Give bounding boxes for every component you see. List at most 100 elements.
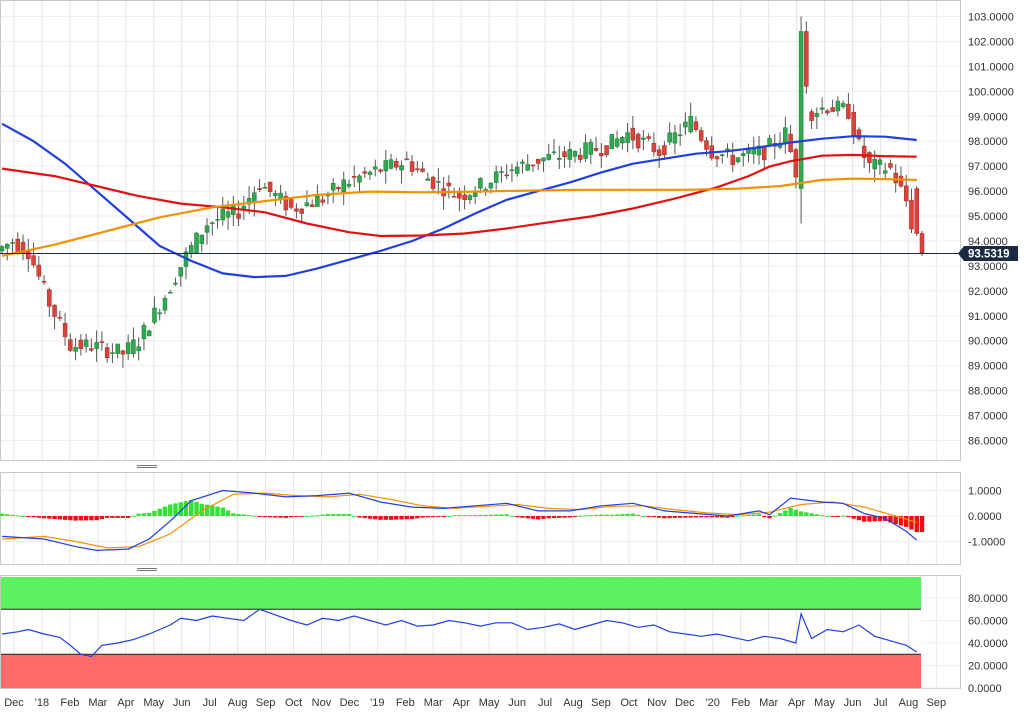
time-tick-label: '20: [706, 697, 720, 709]
histogram-bar: [856, 516, 862, 521]
histogram-bar: [515, 516, 520, 518]
oscillator-panel: 1.0000 0.0000 -1.0000: [0, 472, 1005, 565]
candle-body: [903, 185, 909, 202]
histogram-bar: [472, 514, 478, 516]
histogram-bar: [641, 516, 646, 517]
histogram-bar: [620, 514, 625, 516]
histogram-bar: [399, 516, 404, 520]
candle-body: [299, 208, 304, 214]
histogram-bar: [199, 503, 204, 516]
rsi-tick-label: 60.0000: [968, 616, 1008, 628]
candle-body: [120, 350, 126, 355]
histogram-bar: [10, 514, 15, 516]
candle-body: [346, 183, 352, 187]
candle-body: [78, 339, 84, 350]
histogram-bar: [394, 516, 399, 520]
price-gridlines: [1, 16, 960, 441]
histogram-bar: [457, 515, 462, 517]
candle-body: [599, 153, 604, 157]
time-axis-labels: Dec '18 Feb Mar Apr May Jun Jul Aug Sep Oct Nov Dec '…: [4, 697, 946, 709]
histogram-bar: [157, 508, 162, 516]
candle-body: [604, 145, 609, 156]
time-tick-label: Jun: [844, 697, 862, 709]
histogram-bar: [693, 516, 699, 518]
panel-resize-handle-2[interactable]: [137, 568, 157, 571]
candle-body: [730, 154, 735, 166]
histogram-bar: [662, 516, 667, 519]
histogram-bar: [709, 516, 714, 518]
histogram-bar: [26, 516, 31, 517]
histogram-bar: [541, 516, 546, 519]
candle-body: [257, 188, 262, 190]
price-tick-label: 101.0000: [968, 61, 1014, 73]
moving-average-line-0: [1, 122, 917, 279]
candle-body: [225, 211, 231, 218]
histogram-bar: [141, 513, 147, 516]
time-tick-label: Mar: [424, 697, 443, 709]
time-tick-label: Jun: [173, 697, 191, 709]
time-tick-label: Jul: [203, 697, 217, 709]
histogram-bar: [120, 516, 126, 518]
candle-body: [593, 148, 599, 151]
histogram-bar: [152, 510, 157, 516]
candle-body: [620, 137, 625, 144]
histogram-bar: [825, 515, 830, 517]
candle-body: [68, 339, 73, 351]
oscillator-line-1: [1, 489, 918, 552]
histogram-bar: [562, 516, 567, 518]
histogram-bar: [741, 515, 746, 517]
price-tick-label: 96.0000: [968, 186, 1008, 198]
histogram-bar: [52, 516, 57, 520]
candle-body: [762, 146, 767, 161]
candle-body: [373, 166, 378, 170]
price-tick-label: 94.0000: [968, 236, 1008, 248]
time-tick-label: Sep: [256, 697, 276, 709]
candle-body: [698, 130, 704, 141]
candle-body: [509, 169, 515, 172]
candle-body: [467, 195, 473, 200]
moving-average-line-2: [1, 177, 917, 257]
candle-body: [320, 199, 325, 203]
candle-body: [246, 198, 252, 205]
candle-body: [288, 199, 294, 208]
histogram-bar: [241, 514, 247, 516]
time-tick-label: Feb: [60, 697, 79, 709]
time-tick-label: May: [814, 697, 835, 709]
candle-body: [635, 133, 641, 149]
price-tick-label: 95.0000: [968, 211, 1008, 223]
candle-body: [283, 195, 289, 211]
histogram-bar: [210, 505, 215, 516]
price-tick-label: 103.0000: [968, 12, 1014, 24]
histogram-bar: [488, 514, 494, 516]
histogram-bar: [341, 514, 346, 516]
histogram-bar: [204, 504, 210, 516]
candle-body: [262, 187, 268, 189]
histogram-bar: [436, 516, 441, 517]
candle-body: [856, 129, 862, 140]
histogram-bar: [57, 516, 63, 520]
time-tick-label: May: [479, 697, 500, 709]
time-tick-label: Oct: [620, 697, 637, 709]
candle-body: [62, 322, 68, 338]
histogram-bar: [520, 516, 525, 518]
histogram-bar: [830, 516, 835, 517]
histogram-bar: [767, 516, 772, 519]
time-tick-label: Apr: [453, 697, 470, 709]
histogram-bar: [451, 515, 457, 517]
time-tick-label: Sep: [927, 697, 947, 709]
candle-body: [693, 121, 699, 131]
histogram-bar: [430, 516, 436, 518]
histogram-bar: [893, 516, 898, 525]
histogram-bar: [31, 516, 36, 518]
candle-body: [651, 142, 657, 153]
histogram-bar: [409, 516, 415, 520]
candle-body: [436, 181, 441, 183]
candle-body: [10, 242, 15, 244]
time-tick-label: '18: [35, 697, 49, 709]
time-tick-label: Dec: [675, 697, 695, 709]
histogram-bar: [36, 516, 41, 518]
panel-resize-handle[interactable]: [137, 465, 157, 468]
time-tick-label: Feb: [731, 697, 750, 709]
candle-body: [146, 330, 152, 337]
